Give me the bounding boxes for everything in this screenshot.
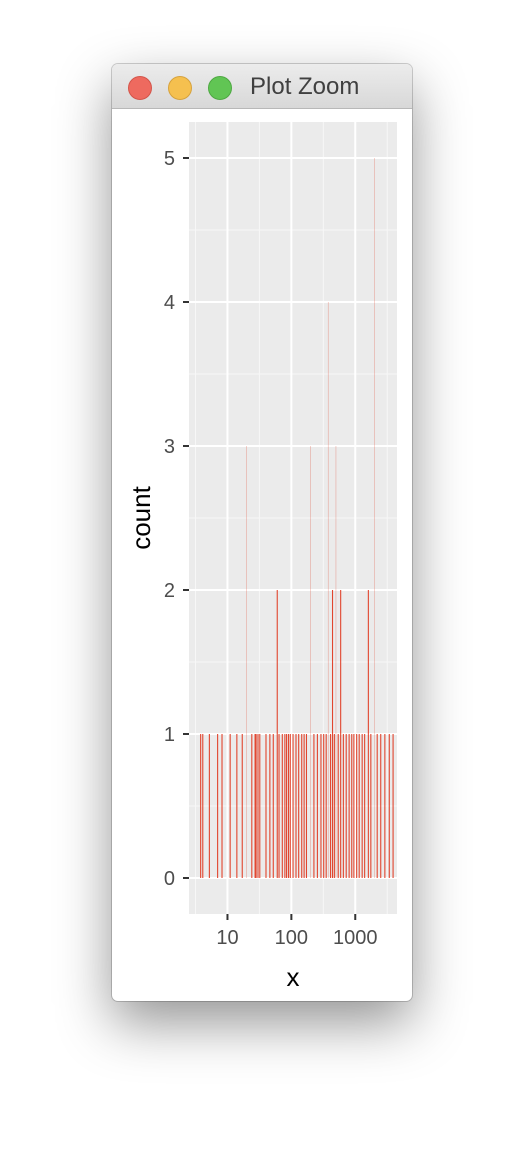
y-tick-label: 4	[164, 292, 175, 314]
histogram-bar	[254, 734, 256, 878]
histogram-bar	[348, 734, 350, 878]
zoom-window-button[interactable]	[208, 76, 232, 100]
close-window-button[interactable]	[128, 76, 152, 100]
histogram-bar	[330, 734, 332, 878]
histogram-bar	[337, 734, 339, 878]
histogram-bar	[356, 734, 358, 878]
window-titlebar[interactable]: Plot Zoom	[112, 64, 412, 109]
histogram-bar	[269, 734, 271, 878]
histogram-bar	[287, 734, 290, 878]
histogram-bar	[392, 734, 394, 878]
histogram-bar	[295, 734, 297, 878]
histogram-bar	[327, 302, 329, 878]
histogram-bar	[208, 734, 210, 878]
histogram-bar	[331, 590, 334, 878]
window-title: Plot Zoom	[250, 73, 360, 100]
bars	[200, 158, 394, 878]
histogram-bar	[272, 734, 274, 878]
x-tick-label: 100	[275, 927, 308, 949]
y-tick-label: 3	[164, 436, 175, 458]
histogram-bar	[323, 734, 325, 878]
histogram-bar	[333, 734, 335, 878]
histogram-bar	[246, 446, 248, 878]
histogram-bar	[301, 734, 303, 878]
histogram-bar	[202, 734, 204, 878]
plot-zoom-window: Plot Zoom 0 1 2 3 4 5 10 100 1000 count x	[112, 64, 412, 1001]
histogram-bar	[388, 734, 390, 878]
histogram-bar	[276, 590, 278, 878]
histogram-bar	[278, 734, 280, 878]
x-tick-label: 1000	[333, 927, 378, 949]
histogram-bar	[286, 734, 288, 878]
histogram-bar	[251, 734, 253, 878]
histogram-bar	[351, 734, 353, 878]
histogram-bar	[316, 734, 318, 878]
histogram-bar	[310, 446, 311, 878]
y-axis: 0 1 2 3 4 5	[164, 148, 189, 890]
histogram-bar	[284, 734, 286, 878]
histogram-bar	[292, 734, 294, 878]
histogram-bar	[257, 734, 259, 878]
y-tick-label: 2	[164, 580, 175, 602]
histogram-bar	[298, 734, 300, 878]
histogram-bar	[200, 734, 202, 878]
histogram-bar	[376, 734, 378, 878]
y-axis-title: count	[126, 485, 156, 549]
histogram-bar	[313, 734, 315, 878]
minimize-window-button[interactable]	[168, 76, 192, 100]
histogram-bar	[305, 734, 308, 878]
histogram-bar	[259, 734, 261, 878]
histogram-bar	[255, 734, 257, 878]
x-axis: 10 100 1000	[216, 914, 378, 949]
histogram-bar	[229, 734, 231, 878]
histogram-bar	[303, 734, 305, 878]
histogram-bar	[320, 734, 322, 878]
histogram-bar	[358, 734, 360, 878]
x-tick-label: 10	[216, 927, 238, 949]
histogram-bar	[217, 734, 219, 878]
y-tick-label: 1	[164, 724, 175, 746]
y-tick-label: 5	[164, 148, 175, 170]
x-axis-title: x	[287, 962, 300, 992]
histogram-chart: 0 1 2 3 4 5 10 100 1000 count x	[126, 122, 397, 992]
histogram-bar	[364, 734, 366, 878]
histogram-bar	[289, 734, 291, 878]
histogram-bar	[370, 734, 372, 878]
histogram-bar	[361, 734, 363, 878]
histogram-bar	[335, 446, 337, 878]
histogram-bar	[384, 734, 386, 878]
histogram-bar	[353, 734, 355, 878]
y-tick-label: 0	[164, 868, 175, 890]
histogram-bar	[342, 734, 344, 878]
histogram-bar	[345, 734, 347, 878]
histogram-bar	[380, 734, 382, 878]
histogram-bar	[241, 734, 243, 878]
histogram-bar	[325, 734, 327, 878]
histogram-bar	[265, 734, 267, 878]
histogram-bar	[221, 734, 223, 878]
histogram-bar	[340, 590, 342, 878]
histogram-bar	[373, 158, 375, 878]
histogram-bar	[281, 734, 283, 878]
histogram-bar	[367, 590, 369, 878]
histogram-bar	[236, 734, 238, 878]
